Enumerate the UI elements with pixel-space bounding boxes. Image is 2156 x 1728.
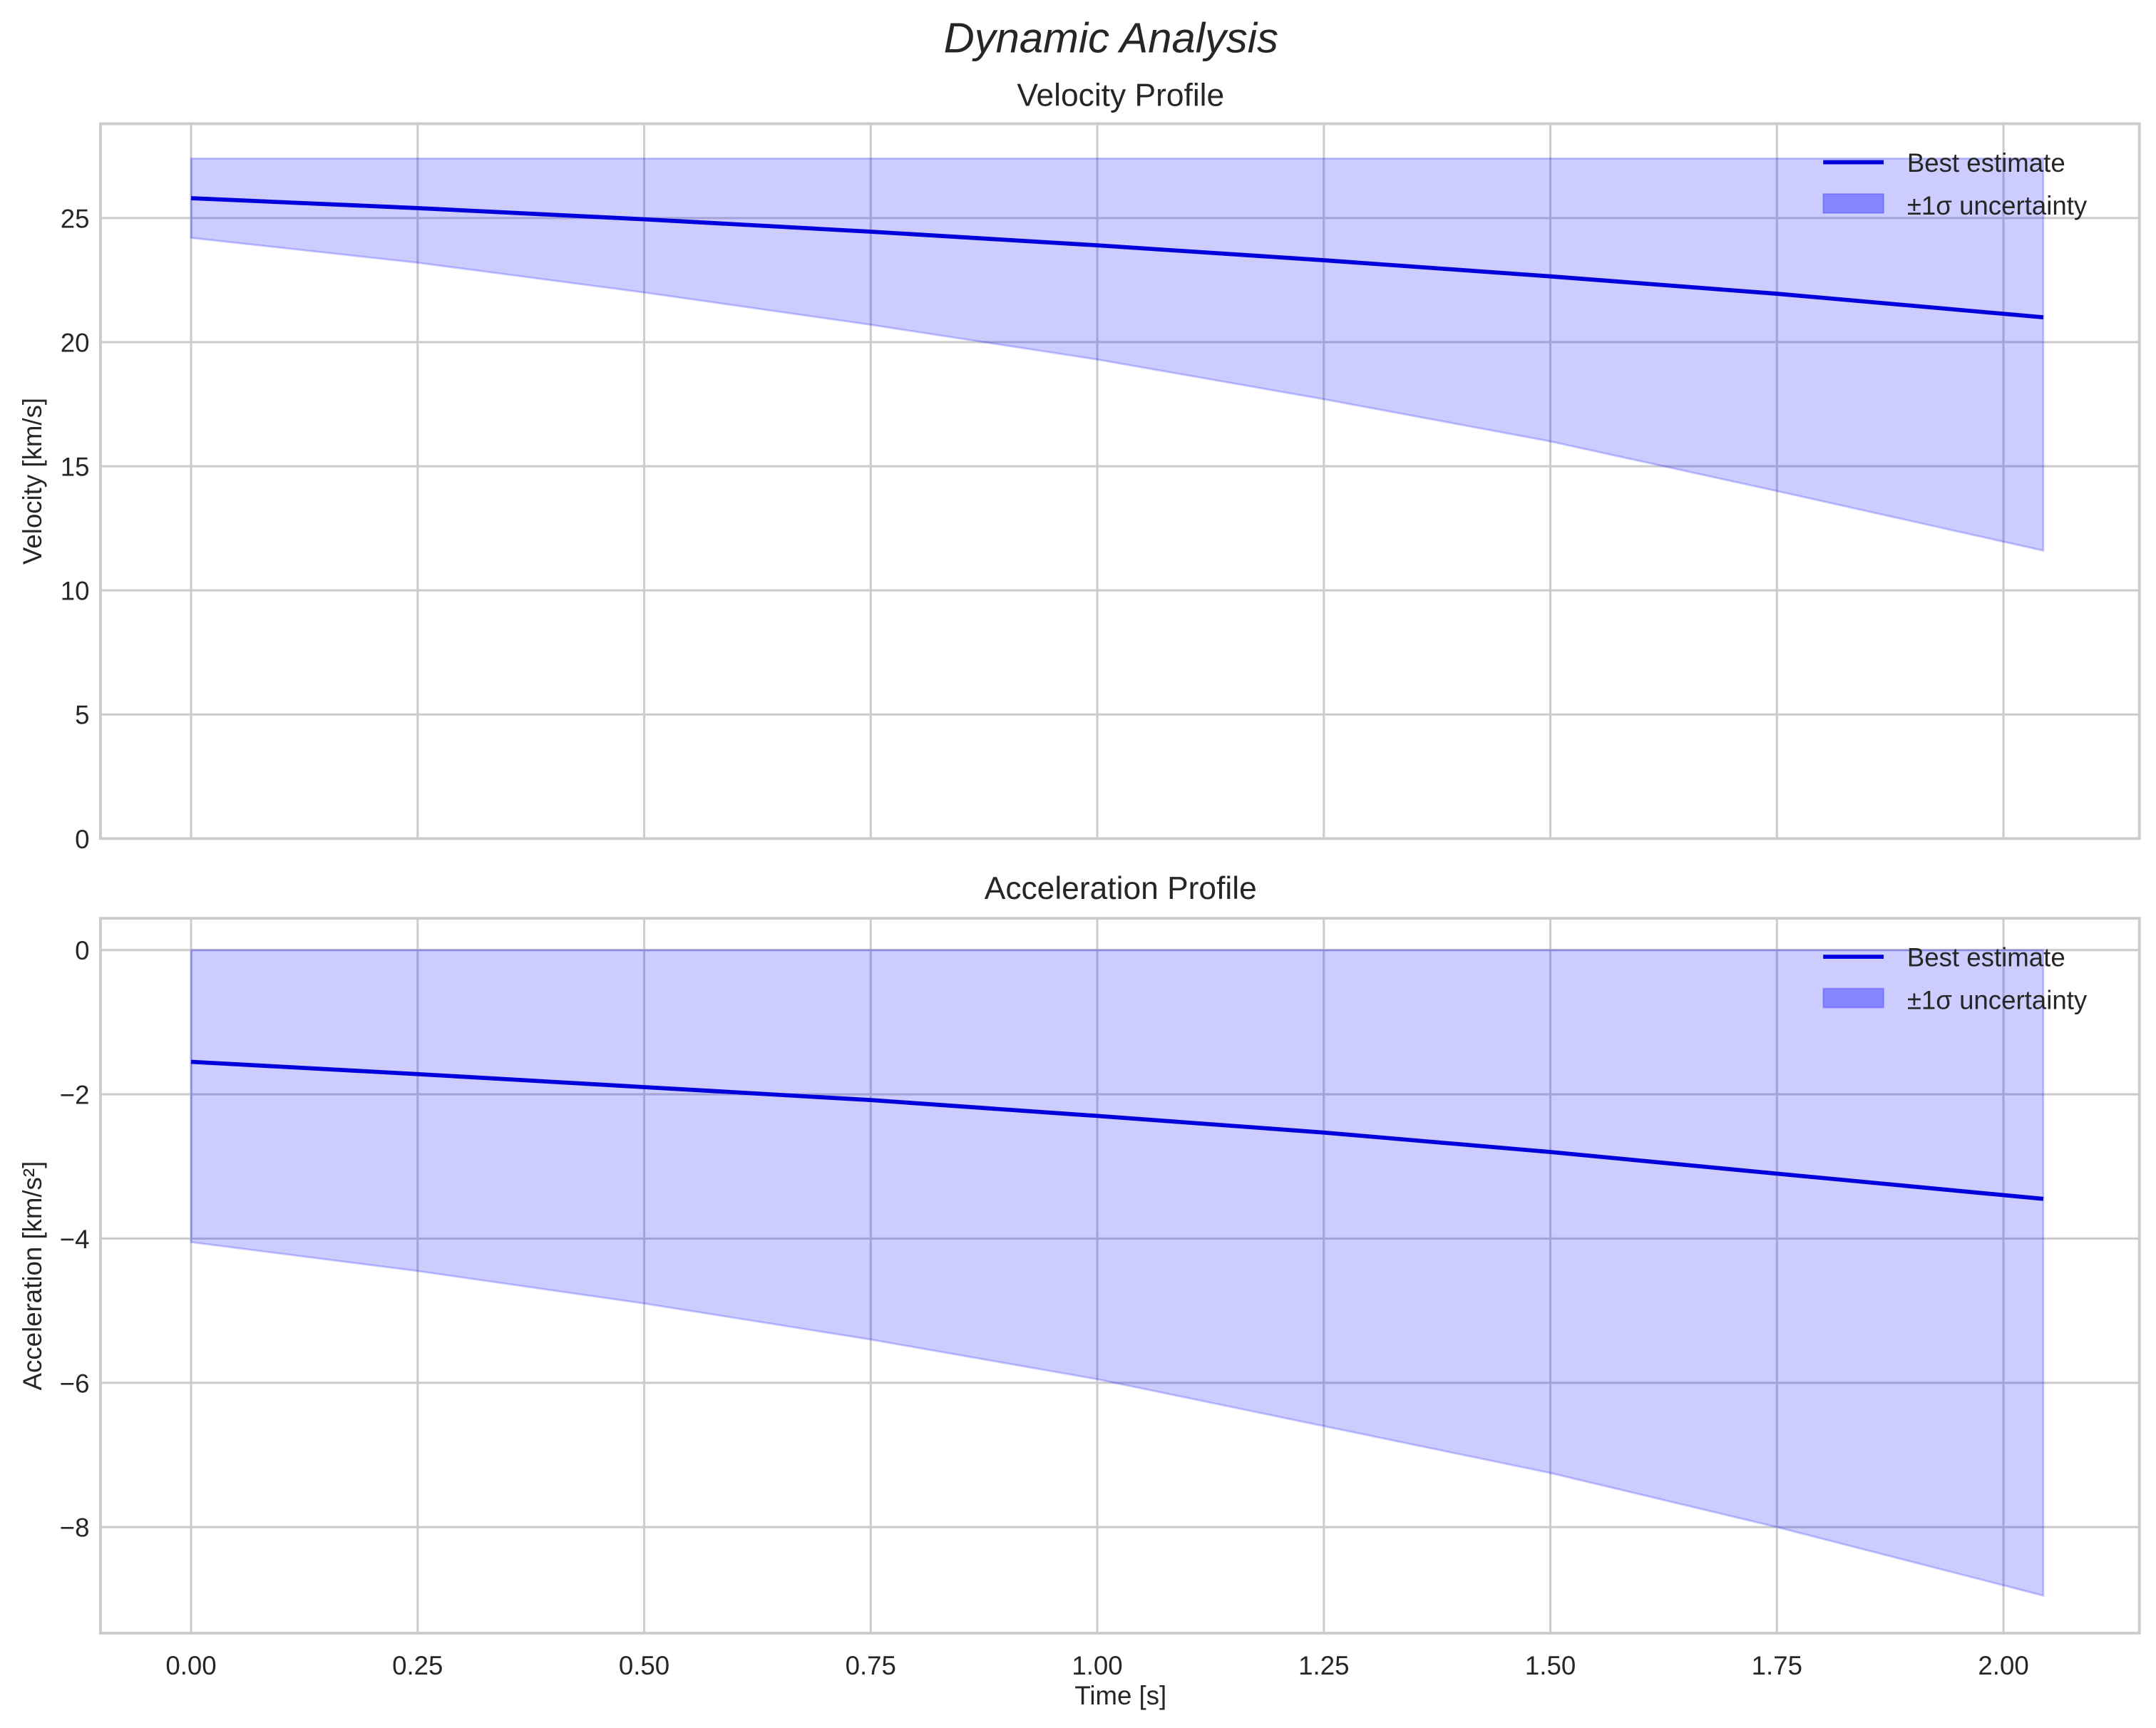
acceleration-legend: Best estimate ±1σ uncertainty <box>1822 943 2088 1014</box>
best-estimate-line <box>190 1059 2044 1201</box>
y-tick-label: 0 <box>75 936 89 965</box>
velocity-y-ticks: 0 5 10 15 20 25 <box>61 204 90 853</box>
y-tick-label: 20 <box>61 328 90 357</box>
x-tick-label: 1.75 <box>1752 1651 1802 1680</box>
acceleration-chart-title: Acceleration Profile <box>985 871 1257 906</box>
x-tick-label: 0.75 <box>846 1651 896 1680</box>
x-tick-label: 1.00 <box>1072 1651 1122 1680</box>
acceleration-data <box>190 949 2045 1598</box>
legend-best-estimate: Best estimate <box>1907 943 2065 972</box>
x-tick-label: 1.50 <box>1525 1651 1576 1680</box>
x-axis-label: Time [s] <box>1074 1681 1166 1710</box>
acceleration-grid <box>100 918 2140 1633</box>
acceleration-y-ticks: 0 −2 −4 −6 −8 <box>60 936 90 1543</box>
best-estimate-line <box>190 196 2044 320</box>
x-tick-label: 1.25 <box>1298 1651 1349 1680</box>
legend-best-estimate: Best estimate <box>1907 148 2065 178</box>
y-tick-label: 10 <box>61 577 90 606</box>
velocity-legend: Best estimate ±1σ uncertainty <box>1822 148 2088 220</box>
x-tick-label: 0.00 <box>165 1651 216 1680</box>
y-tick-label: 0 <box>75 825 89 854</box>
figure-suptitle: Dynamic Analysis <box>944 14 1278 61</box>
y-tick-label: −6 <box>60 1369 90 1398</box>
velocity-y-label: Velocity [km/s] <box>18 398 47 565</box>
acceleration-y-label: Acceleration [km/s²] <box>18 1161 47 1391</box>
y-tick-label: −4 <box>60 1225 90 1254</box>
uncertainty-band <box>190 157 2045 552</box>
acceleration-chart: Acceleration Profile 0 −2 −4 −6 −8 Accelerat… <box>18 871 2141 1710</box>
x-tick-label: 0.25 <box>392 1651 443 1680</box>
legend-band-icon <box>1822 987 1885 1009</box>
y-tick-label: 5 <box>75 701 89 730</box>
uncertainty-band <box>190 949 2045 1598</box>
legend-uncertainty: ±1σ uncertainty <box>1907 191 2088 220</box>
x-tick-label: 2.00 <box>1978 1651 2028 1680</box>
y-tick-label: 15 <box>61 453 90 482</box>
y-tick-label: −8 <box>60 1513 90 1543</box>
legend-uncertainty: ±1σ uncertainty <box>1907 985 2088 1014</box>
y-tick-label: −2 <box>60 1081 90 1110</box>
y-tick-label: 25 <box>61 204 90 233</box>
x-ticks: 0.00 0.25 0.50 0.75 1.00 1.25 1.50 1.75 2.00 <box>165 1651 2028 1680</box>
acceleration-axes-frame <box>98 917 2141 1635</box>
velocity-data <box>190 157 2045 552</box>
x-tick-label: 0.50 <box>619 1651 669 1680</box>
velocity-axes-frame <box>98 122 2141 840</box>
velocity-chart: Velocity Profile 0 5 10 15 20 25 Velocity [km… <box>18 78 2141 854</box>
velocity-chart-title: Velocity Profile <box>1017 78 1224 113</box>
legend-band-icon <box>1822 192 1885 214</box>
